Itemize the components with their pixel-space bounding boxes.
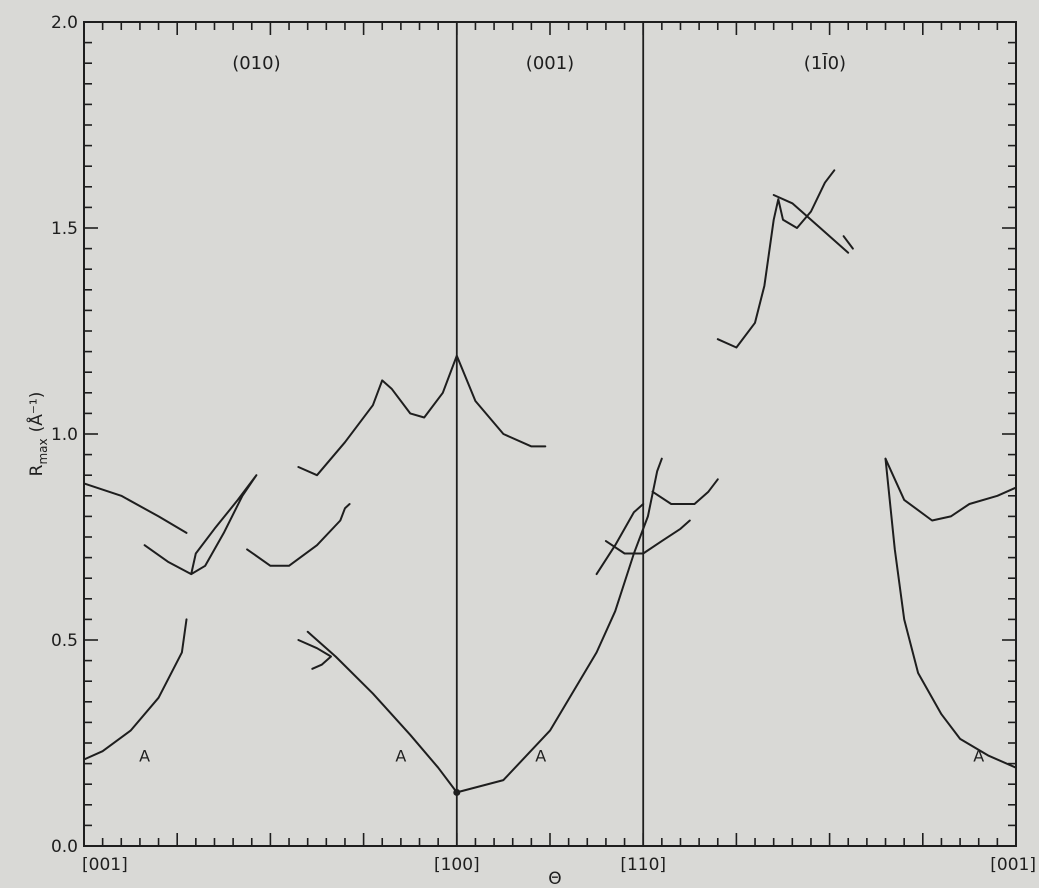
y-axis-title: Rmax(Å⁻¹) xyxy=(25,392,50,477)
y-tick-label: 0.0 xyxy=(51,837,78,857)
branch-annotation: A xyxy=(139,746,150,765)
series-2-curve xyxy=(83,482,188,534)
series-6-curve xyxy=(306,457,663,794)
panel-label: (010) xyxy=(232,53,280,74)
x-tick-label: [001] xyxy=(82,855,128,875)
data-point-marker xyxy=(453,788,461,796)
branch-annotation: A xyxy=(535,746,546,765)
series-5-curve xyxy=(297,639,332,670)
chart-labels: 0.0 0.5 1.0 1.5 2.0 [001] [100] [110] [001] (010)… xyxy=(25,13,1036,888)
plot-frame xyxy=(83,21,1017,847)
branch-annotation: A xyxy=(973,746,984,765)
y-tick-label: 1.5 xyxy=(51,219,78,239)
series-11-curve xyxy=(716,169,836,349)
series-15-curve xyxy=(884,457,1017,769)
series-10-curve xyxy=(651,478,719,505)
series-14-curve xyxy=(884,457,1017,522)
panel-label: (001) xyxy=(526,53,574,74)
y-tick-label: 0.5 xyxy=(51,631,78,651)
x-tick-label: [100] xyxy=(434,855,480,875)
axis-ticks xyxy=(83,21,1017,847)
x-axis-title: Θ xyxy=(548,869,561,888)
x-tick-label: [001] xyxy=(990,855,1036,875)
series-1-curve xyxy=(83,618,188,761)
series-12-curve xyxy=(772,194,850,254)
plot-border xyxy=(83,21,1017,847)
series-13-curve xyxy=(842,235,854,250)
series-3-curve xyxy=(143,474,258,576)
series-4-curve xyxy=(246,503,351,567)
section-dividers xyxy=(455,22,645,846)
y-tick-label: 1.0 xyxy=(51,425,78,445)
series-8-curve xyxy=(604,519,691,555)
series-9-curve xyxy=(595,503,645,576)
series-7-curve xyxy=(297,354,547,477)
panel-label: (1Ī0) xyxy=(804,52,846,74)
branch-annotation: A xyxy=(395,746,406,765)
x-tick-label: [110] xyxy=(620,855,666,875)
series-curves xyxy=(83,169,1017,796)
y-tick-label: 2.0 xyxy=(51,13,78,33)
